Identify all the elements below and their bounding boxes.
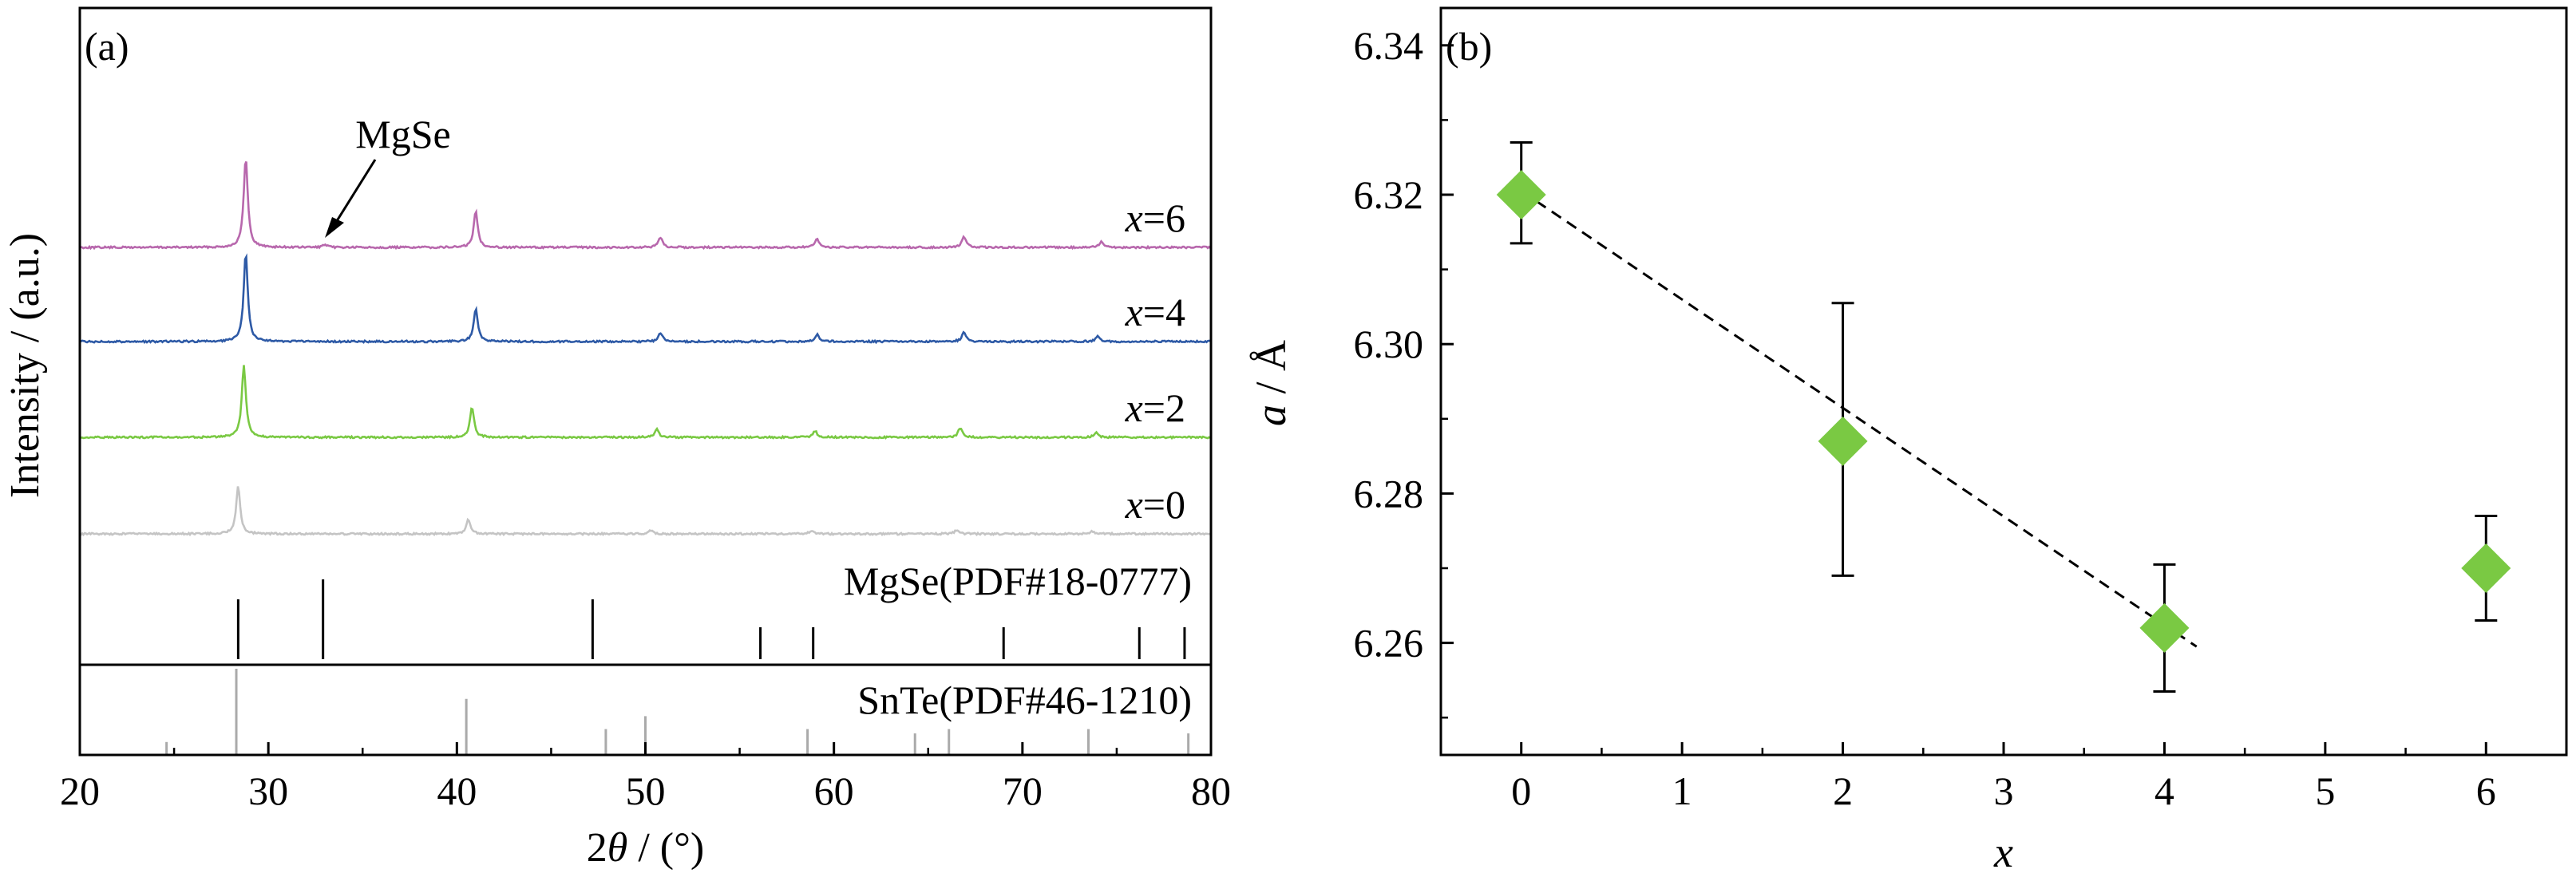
x-tick-label: 30 xyxy=(248,769,288,813)
data-point-x4 xyxy=(2139,603,2190,653)
series-label-x6: x=6 xyxy=(1125,196,1185,240)
fit-line xyxy=(1520,190,2198,648)
x-tick-label: 1 xyxy=(1672,769,1692,813)
data-point-x2 xyxy=(1818,416,1868,466)
x-tick-label: 6 xyxy=(2476,769,2496,813)
data-point-x6 xyxy=(2461,543,2511,593)
y-axis-label: a / Å xyxy=(1247,340,1295,426)
y-tick-label: 6.30 xyxy=(1354,322,1424,366)
x-tick-label: 40 xyxy=(437,769,477,813)
x-tick-label: 3 xyxy=(1994,769,2014,813)
x-tick-label: 60 xyxy=(814,769,854,813)
xrd-pattern-x0 xyxy=(79,486,1211,537)
x-tick-label: 20 xyxy=(60,769,100,813)
ref-label-mgse: MgSe(PDF#18-0777) xyxy=(844,559,1192,603)
data-point-x0 xyxy=(1496,170,1546,219)
series-label-x4: x=4 xyxy=(1125,290,1185,334)
x-tick-label: 2 xyxy=(1833,769,1853,813)
annotation-arrow-shaft xyxy=(330,159,377,231)
x-axis-label: 2θ / (°) xyxy=(587,825,704,871)
x-tick-label: 50 xyxy=(626,769,666,813)
panel-a: x=6 x=4 x=2 x=0 MgSe MgSe(PDF#18-0777) SnTe(PD… xyxy=(2,6,1231,871)
y-tick-label: 6.26 xyxy=(1354,621,1424,666)
panel-b-frame xyxy=(1439,6,2568,757)
annotation-mgse-text: MgSe xyxy=(355,112,450,156)
annotation-arrow-head xyxy=(325,217,345,238)
xrd-pattern-x4 xyxy=(79,253,1211,345)
y-tick-label: 6.32 xyxy=(1354,172,1424,217)
series-label-x2: x=2 xyxy=(1125,385,1185,430)
panel-label-b: (b) xyxy=(1446,24,1492,69)
x-tick-label: 4 xyxy=(2155,769,2174,813)
xrd-pattern-x6 xyxy=(79,161,1211,251)
y-tick-label: 6.34 xyxy=(1354,23,1424,68)
series-label-x0: x=0 xyxy=(1125,482,1185,527)
x-tick-label: 5 xyxy=(2315,769,2335,813)
x-tick-label: 70 xyxy=(1003,769,1043,813)
y-axis-label: Intensity / (a.u.) xyxy=(2,233,48,498)
y-tick-label: 6.28 xyxy=(1354,471,1424,516)
panel-a-frame xyxy=(78,6,1213,757)
x-axis-label: x xyxy=(1993,828,2013,876)
xrd-pattern-x2 xyxy=(79,365,1211,441)
x-tick-label: 0 xyxy=(1511,769,1531,813)
x-tick-label: 80 xyxy=(1191,769,1231,813)
ref-label-snte: SnTe(PDF#46-1210) xyxy=(857,678,1192,722)
panel-label-a: (a) xyxy=(85,24,129,69)
panel-b: 0 1 2 3 4 5 6 6.26 6.28 6.30 6.32 6.34 (b) x a / Å xyxy=(1247,6,2568,876)
